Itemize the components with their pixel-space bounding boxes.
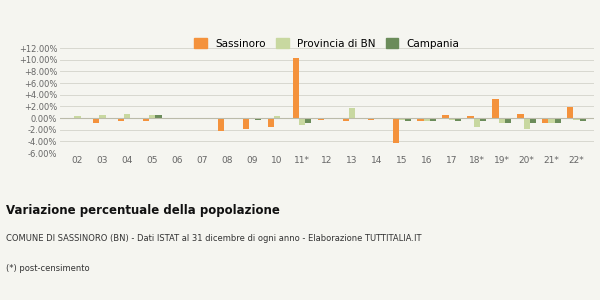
Bar [392,118,399,143]
Bar [118,118,124,121]
Bar [274,116,280,118]
Bar [424,118,430,121]
Bar [430,118,436,121]
Bar [542,118,548,123]
Text: (*) post-censimento: (*) post-censimento [6,264,89,273]
Bar [580,118,586,121]
Bar [93,118,100,123]
Bar [399,118,405,120]
Bar [243,118,249,129]
Bar [349,108,355,118]
Bar [368,118,374,120]
Bar [343,118,349,121]
Bar [355,118,361,119]
Bar [480,118,486,121]
Bar [574,118,580,120]
Bar [218,118,224,131]
Bar [124,114,130,118]
Bar [517,114,524,118]
Legend: Sassinoro, Provincia di BN, Campania: Sassinoro, Provincia di BN, Campania [190,34,464,53]
Bar [499,118,505,123]
Bar [493,99,499,118]
Bar [467,116,473,118]
Bar [505,118,511,123]
Bar [317,118,324,120]
Text: Variazione percentuale della popolazione: Variazione percentuale della popolazione [6,204,280,217]
Bar [100,115,106,118]
Bar [299,118,305,124]
Bar [293,58,299,118]
Bar [268,118,274,128]
Bar [524,118,530,129]
Bar [567,107,574,118]
Bar [449,118,455,120]
Bar [249,118,255,119]
Bar [143,118,149,121]
Bar [405,118,411,121]
Bar [149,115,155,118]
Bar [530,118,536,123]
Bar [155,115,161,118]
Bar [548,118,554,123]
Bar [442,115,449,118]
Bar [554,118,561,123]
Bar [374,118,380,119]
Bar [418,118,424,121]
Bar [255,118,262,120]
Bar [455,118,461,121]
Bar [305,118,311,123]
Text: COMUNE DI SASSINORO (BN) - Dati ISTAT al 31 dicembre di ogni anno - Elaborazione: COMUNE DI SASSINORO (BN) - Dati ISTAT al… [6,234,421,243]
Bar [473,118,480,128]
Bar [74,116,80,118]
